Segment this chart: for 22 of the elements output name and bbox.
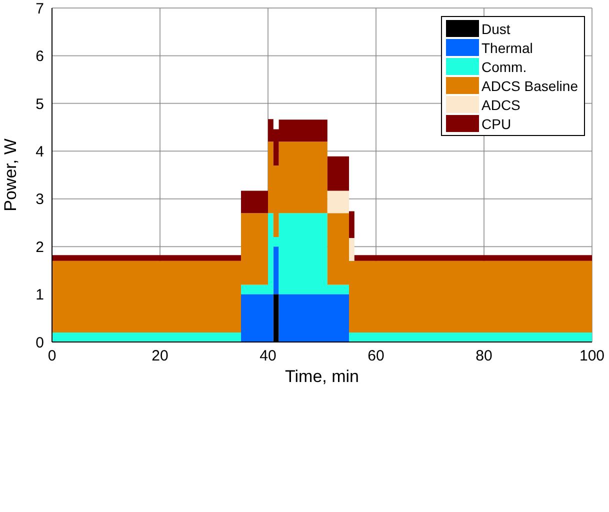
legend-label: Thermal (482, 40, 533, 56)
y-tick-label: 3 (36, 191, 44, 208)
y-tick-label: 4 (36, 143, 44, 160)
legend-label: Comm. (482, 58, 527, 74)
x-axis-title: Time, min (285, 367, 359, 386)
x-tick-label: 100 (579, 348, 605, 365)
x-tick-label: 80 (476, 348, 492, 365)
x-tick-label: 40 (260, 348, 276, 365)
y-axis-title: Power, W (1, 138, 20, 212)
legend-label: ADCS (482, 96, 520, 112)
legend-label: Dust (482, 20, 510, 36)
x-tick-label: 20 (152, 348, 168, 365)
y-tick-label: 7 (36, 0, 44, 18)
x-tick-label: 60 (368, 348, 384, 365)
legend-label: CPU (482, 116, 512, 132)
y-tick-label: 1 (36, 286, 44, 304)
y-tick-label: 0 (36, 334, 44, 352)
y-tick-label: 2 (36, 238, 44, 256)
x-tick-label: 0 (48, 348, 56, 365)
y-tick-label: 6 (36, 48, 44, 66)
legend-label: ADCS Baseline (482, 78, 578, 94)
y-tick-label: 5 (36, 96, 44, 113)
